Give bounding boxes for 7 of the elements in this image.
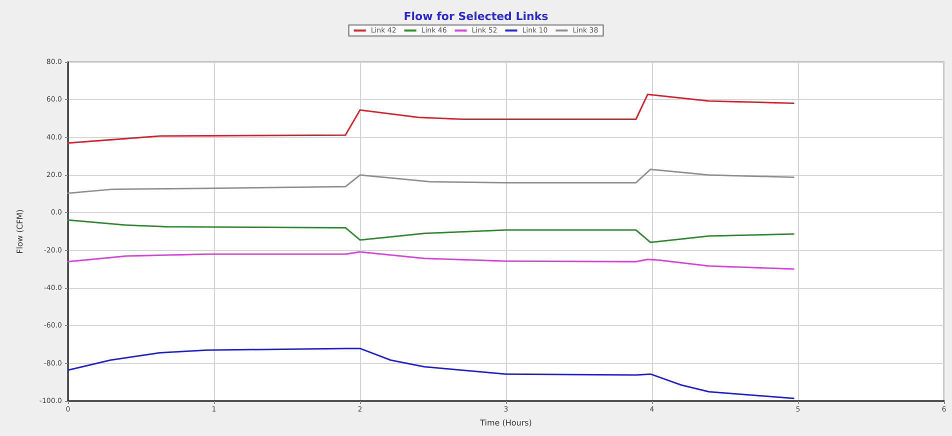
y-axis-title: Flow (CFM) [16,209,24,254]
x-axis-title: Time (Hours) [479,418,532,428]
line-series [67,94,794,144]
line-series [67,251,794,270]
line-series [67,219,794,244]
line-series [67,348,794,400]
chart-title: Flow for Selected Links [404,10,549,23]
